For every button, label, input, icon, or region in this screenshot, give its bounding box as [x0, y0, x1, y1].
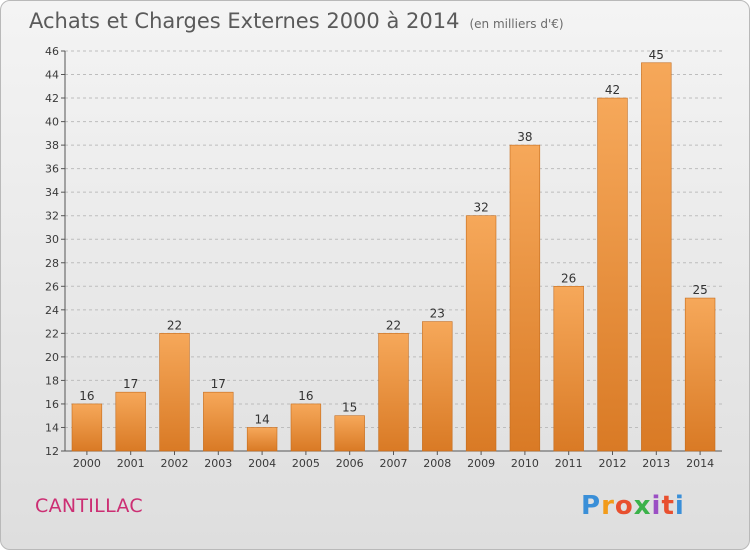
y-tick-label: 40 — [45, 116, 59, 129]
logo-letter: x — [633, 491, 652, 521]
bar-2000 — [71, 403, 103, 452]
value-label: 25 — [692, 283, 707, 297]
y-tick-label: 14 — [45, 421, 59, 434]
title-text: Achats et Charges Externes 2000 à 2014 — [29, 9, 460, 33]
y-tick-label: 18 — [45, 374, 59, 387]
bar-2007 — [378, 333, 409, 452]
value-label: 17 — [211, 377, 226, 391]
bar-2011 — [553, 285, 584, 452]
x-tick-label: 2004 — [248, 457, 276, 470]
value-label: 16 — [79, 389, 94, 403]
logo-letter: o — [614, 491, 634, 521]
bar-2004 — [246, 427, 278, 452]
logo-letter: r — [601, 491, 615, 521]
value-label: 32 — [473, 201, 488, 215]
chart-title: Achats et Charges Externes 2000 à 2014 (e… — [29, 9, 564, 33]
value-label: 42 — [605, 83, 620, 97]
value-label: 26 — [561, 271, 576, 285]
value-label: 16 — [298, 389, 313, 403]
bar-2001 — [115, 391, 146, 452]
logo-letter: i — [674, 491, 685, 521]
x-tick-label: 2009 — [467, 457, 495, 470]
y-tick-label: 44 — [45, 69, 59, 82]
bar-2009 — [465, 215, 497, 452]
y-tick-label: 32 — [45, 210, 59, 223]
bars — [71, 62, 716, 452]
x-tick-label: 2012 — [599, 457, 627, 470]
x-tick-label: 2000 — [73, 457, 101, 470]
bar-2010 — [509, 144, 541, 452]
value-label: 45 — [649, 48, 664, 62]
value-label: 14 — [254, 412, 269, 426]
x-tick-label: 2002 — [161, 457, 189, 470]
y-tick-label: 36 — [45, 163, 59, 176]
y-tick-label: 34 — [45, 186, 59, 199]
location-label: CANTILLAC — [35, 495, 143, 517]
x-tick-label: 2010 — [511, 457, 539, 470]
x-tick-label: 2007 — [380, 457, 408, 470]
x-tick-label: 2005 — [292, 457, 320, 470]
bar-2008 — [422, 321, 453, 452]
x-tick-label: 2011 — [555, 457, 583, 470]
bar-2003 — [203, 391, 234, 452]
y-tick-label: 22 — [45, 327, 59, 340]
y-tick-label: 42 — [45, 92, 59, 105]
value-label: 22 — [167, 318, 182, 332]
x-tick-label: 2013 — [642, 457, 670, 470]
y-tick-label: 24 — [45, 304, 59, 317]
chart-subtitle: (en milliers d'€) — [469, 17, 564, 31]
y-tick-label: 12 — [45, 445, 59, 458]
value-label: 17 — [123, 377, 138, 391]
x-tick-label: 2008 — [423, 457, 451, 470]
bar-2014 — [684, 297, 716, 452]
bar-2006 — [334, 415, 365, 452]
value-labels: 16 17 22 17 14 16 15 22 23 32 38 26 42 45 25 — [79, 48, 707, 427]
x-tick-label: 2006 — [336, 457, 364, 470]
bar-2013 — [641, 62, 672, 452]
bar-2005 — [290, 403, 322, 452]
value-label: 15 — [342, 401, 357, 415]
y-tick-label: 16 — [45, 398, 59, 411]
bar-2012 — [597, 97, 628, 452]
x-tick-label: 2014 — [686, 457, 714, 470]
axes: 12 14 16 18 20 22 24 26 28 30 32 34 36 38 40 42 44 46 2000… — [45, 45, 722, 470]
bar-2002 — [159, 333, 190, 452]
logo-letter: P — [581, 491, 602, 521]
y-tick-label: 28 — [45, 257, 59, 270]
y-tick-label: 46 — [45, 45, 59, 58]
x-tick-label: 2001 — [117, 457, 145, 470]
y-tick-label: 38 — [45, 139, 59, 152]
y-tick-label: 26 — [45, 280, 59, 293]
value-label: 23 — [430, 307, 445, 321]
x-tick-label: 2003 — [204, 457, 232, 470]
y-tick-label: 30 — [45, 233, 59, 246]
y-tick-label: 20 — [45, 351, 59, 364]
logo-letter: t — [661, 491, 675, 521]
proxiti-logo: Proxiti — [581, 491, 685, 521]
value-label: 38 — [517, 130, 532, 144]
value-label: 22 — [386, 318, 401, 332]
logo-letter: i — [651, 491, 662, 521]
